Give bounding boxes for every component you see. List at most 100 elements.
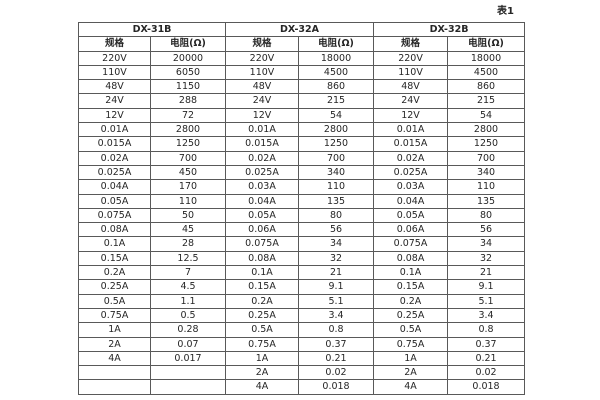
table-row: 0.08A 45 0.06A 56 0.06A 56 bbox=[78, 222, 526, 238]
table-cell: 0.02 bbox=[447, 365, 526, 381]
table-cell: 45 bbox=[150, 222, 226, 238]
table-cell: 0.37 bbox=[297, 336, 375, 352]
table-cell: 4A bbox=[225, 379, 299, 395]
table-cell: 56 bbox=[297, 222, 375, 238]
table-cell: 170 bbox=[150, 179, 226, 195]
table-cell: 0.28 bbox=[150, 322, 226, 338]
table-cell: 0.5A bbox=[225, 322, 299, 338]
table-cell: 0.06A bbox=[225, 222, 299, 238]
table-cell: 0.02A bbox=[225, 150, 299, 166]
table-cell: 48V bbox=[225, 79, 299, 95]
table-cell: 7 bbox=[150, 265, 226, 281]
table-row: 4A 0.017 1A 0.21 1A 0.21 bbox=[78, 350, 526, 367]
table-cell: 0.75A bbox=[225, 336, 299, 352]
table-cell: 6050 bbox=[150, 64, 226, 81]
table-cell: 34 bbox=[447, 236, 526, 252]
table-cell: 0.017 bbox=[150, 350, 226, 367]
table-cell: 0.025A bbox=[78, 164, 151, 181]
table-cell: 1.1 bbox=[150, 293, 226, 309]
col-header-spec: 规格 bbox=[225, 36, 299, 52]
table-row: 0.75A 0.5 0.25A 3.4 0.25A 3.4 bbox=[78, 307, 526, 324]
table-cell: 0.018 bbox=[447, 379, 526, 395]
table-cell: 2800 bbox=[297, 122, 375, 138]
table-cell: 700 bbox=[150, 150, 226, 166]
table-row: 0.2A 7 0.1A 21 0.1A 21 bbox=[78, 265, 526, 281]
table-cell: 0.25A bbox=[373, 307, 449, 324]
table-row: 1A 0.28 0.5A 0.8 0.5A 0.8 bbox=[78, 322, 526, 338]
table-cell: 0.8 bbox=[447, 322, 526, 338]
table-cell: 0.15A bbox=[373, 279, 449, 295]
table-cell: 110V bbox=[373, 64, 449, 81]
table-row: 2A 0.02 2A 0.02 bbox=[78, 365, 526, 381]
table-cell: 48V bbox=[373, 79, 449, 95]
table-cell: 18000 bbox=[297, 50, 375, 66]
table-cell: 54 bbox=[447, 107, 526, 124]
group-header-dx32a: DX-32A bbox=[224, 21, 375, 38]
table-cell: 0.15A bbox=[225, 279, 299, 295]
table-cell: 700 bbox=[447, 150, 526, 166]
table-body: 220V 20000 220V 18000 220V 18000 110V 6050 110V 4… bbox=[78, 50, 526, 395]
table-cell: 5.1 bbox=[297, 293, 375, 309]
table-row: 220V 20000 220V 18000 220V 18000 bbox=[78, 50, 526, 66]
table-cell: 0.37 bbox=[447, 336, 526, 352]
table-cell: 2A bbox=[373, 365, 449, 381]
table-row: 0.15A 12.5 0.08A 32 0.08A 32 bbox=[78, 250, 526, 267]
table-cell: 0.025A bbox=[225, 164, 299, 181]
table-cell: 0.21 bbox=[447, 350, 526, 367]
column-header-row: 规格 电阻(Ω) 规格 电阻(Ω) 规格 电阻(Ω) bbox=[78, 36, 526, 52]
table-cell: 3.4 bbox=[297, 307, 375, 324]
table-cell: 0.075A bbox=[225, 236, 299, 252]
table-cell: 56 bbox=[447, 222, 526, 238]
table-cell: 1250 bbox=[447, 136, 526, 152]
table-cell: 0.05A bbox=[225, 207, 299, 224]
table-cell: 0.15A bbox=[78, 250, 151, 267]
table-cell: 5.1 bbox=[447, 293, 526, 309]
table-cell: 0.21 bbox=[297, 350, 375, 367]
col-header-resistance: 电阻(Ω) bbox=[297, 36, 375, 52]
table-cell: 0.06A bbox=[373, 222, 449, 238]
table-cell bbox=[78, 365, 151, 381]
table-cell: 0.025A bbox=[373, 164, 449, 181]
table-cell: 0.015A bbox=[225, 136, 299, 152]
table-cell: 860 bbox=[297, 79, 375, 95]
table-cell: 9.1 bbox=[297, 279, 375, 295]
table-cell: 1A bbox=[225, 350, 299, 367]
table-cell: 21 bbox=[297, 265, 375, 281]
table-cell: 72 bbox=[150, 107, 226, 124]
table-cell: 0.08A bbox=[78, 222, 151, 238]
table-cell: 110 bbox=[297, 179, 375, 195]
table-cell: 0.01A bbox=[225, 122, 299, 138]
col-header-resistance: 电阻(Ω) bbox=[447, 36, 526, 52]
table-cell: 110 bbox=[150, 193, 226, 209]
table-cell: 0.03A bbox=[225, 179, 299, 195]
table-cell: 220V bbox=[78, 50, 151, 66]
table-cell: 0.75A bbox=[78, 307, 151, 324]
col-header-spec: 规格 bbox=[373, 36, 449, 52]
table-cell: 0.07 bbox=[150, 336, 226, 352]
table-cell bbox=[78, 379, 151, 395]
table-cell: 0.8 bbox=[297, 322, 375, 338]
table-cell: 0.08A bbox=[373, 250, 449, 267]
table-cell: 1A bbox=[373, 350, 449, 367]
table-cell: 0.05A bbox=[78, 193, 151, 209]
table-cell: 4A bbox=[373, 379, 449, 395]
table-cell: 110 bbox=[447, 179, 526, 195]
table-cell: 288 bbox=[150, 93, 226, 109]
table-cell: 12.5 bbox=[150, 250, 226, 267]
table-cell: 0.5A bbox=[78, 293, 151, 309]
table-cell: 12V bbox=[78, 107, 151, 124]
col-header-resistance: 电阻(Ω) bbox=[150, 36, 226, 52]
table-row: 2A 0.07 0.75A 0.37 0.75A 0.37 bbox=[78, 336, 526, 352]
table-row: 0.05A 110 0.04A 135 0.04A 135 bbox=[78, 193, 526, 209]
table-header: DX-31B DX-32A DX-32B 规格 电阻(Ω) 规格 电阻(Ω) 规… bbox=[78, 21, 526, 52]
table-cell: 0.075A bbox=[78, 207, 151, 224]
table-cell: 215 bbox=[447, 93, 526, 109]
table-cell bbox=[150, 379, 226, 395]
table-cell: 0.05A bbox=[373, 207, 449, 224]
table-cell: 0.01A bbox=[78, 122, 151, 138]
table-cell: 860 bbox=[447, 79, 526, 95]
table-row: 0.01A 2800 0.01A 2800 0.01A 2800 bbox=[78, 122, 526, 138]
table-cell: 0.5A bbox=[373, 322, 449, 338]
table-cell: 80 bbox=[447, 207, 526, 224]
